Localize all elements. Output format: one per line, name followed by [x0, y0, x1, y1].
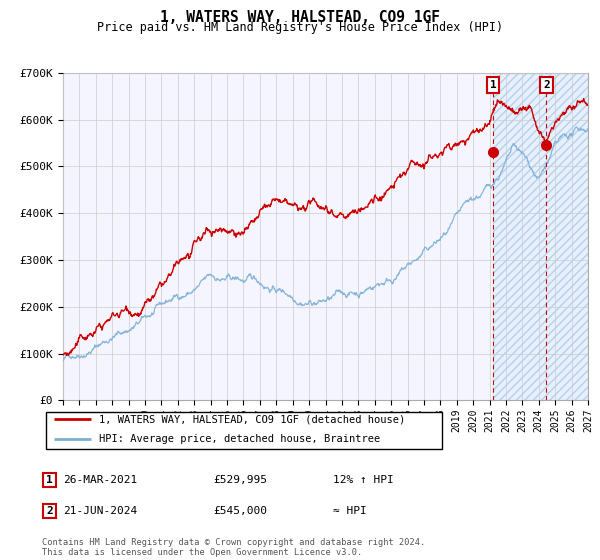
Text: 1, WATERS WAY, HALSTEAD, CO9 1GF: 1, WATERS WAY, HALSTEAD, CO9 1GF: [160, 10, 440, 25]
Text: 2: 2: [543, 80, 550, 90]
FancyBboxPatch shape: [43, 473, 56, 487]
FancyBboxPatch shape: [43, 504, 56, 519]
Text: 1, WATERS WAY, HALSTEAD, CO9 1GF (detached house): 1, WATERS WAY, HALSTEAD, CO9 1GF (detach…: [99, 415, 406, 424]
Text: 1: 1: [46, 475, 53, 485]
Text: Price paid vs. HM Land Registry's House Price Index (HPI): Price paid vs. HM Land Registry's House …: [97, 21, 503, 34]
FancyBboxPatch shape: [46, 412, 442, 449]
Text: 1: 1: [490, 80, 497, 90]
Text: HPI: Average price, detached house, Braintree: HPI: Average price, detached house, Brai…: [99, 435, 380, 445]
Bar: [493, 73, 588, 400]
Text: 26-MAR-2021: 26-MAR-2021: [63, 475, 137, 485]
Bar: [493, 73, 588, 400]
Text: 21-JUN-2024: 21-JUN-2024: [63, 506, 137, 516]
Text: 12% ↑ HPI: 12% ↑ HPI: [333, 475, 394, 485]
Text: 2: 2: [46, 506, 53, 516]
Text: £545,000: £545,000: [213, 506, 267, 516]
Text: ≈ HPI: ≈ HPI: [333, 506, 367, 516]
Text: £529,995: £529,995: [213, 475, 267, 485]
Text: Contains HM Land Registry data © Crown copyright and database right 2024.
This d: Contains HM Land Registry data © Crown c…: [42, 538, 425, 557]
